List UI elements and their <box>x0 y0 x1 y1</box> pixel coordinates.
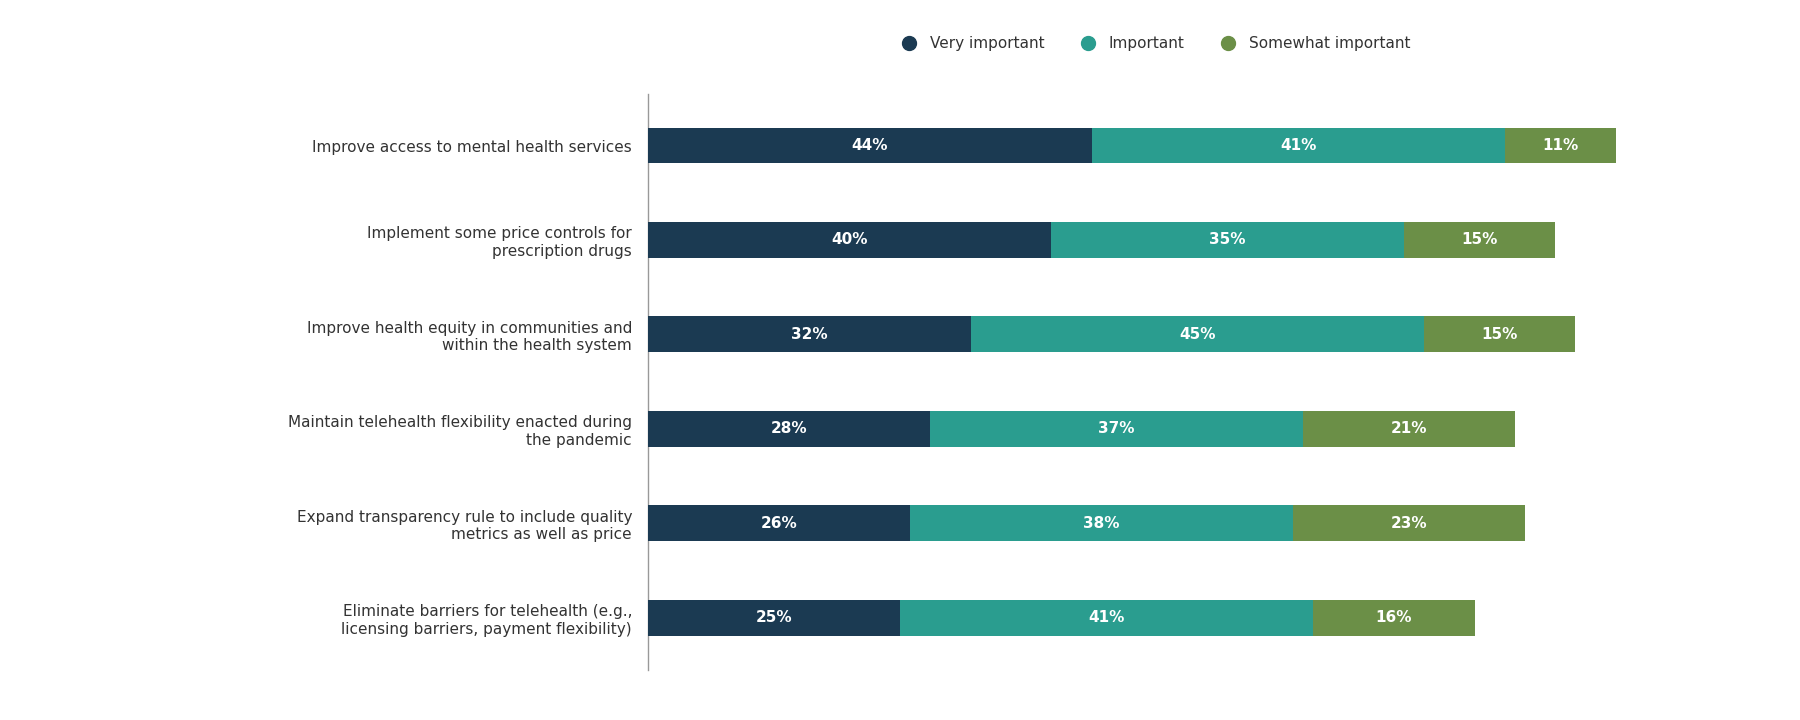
Text: 32%: 32% <box>790 327 828 342</box>
Legend: Very important, Important, Somewhat important: Very important, Important, Somewhat impo… <box>893 37 1411 51</box>
Text: 11%: 11% <box>1543 138 1579 153</box>
Text: 15%: 15% <box>1481 327 1517 342</box>
Text: 41%: 41% <box>1089 610 1125 625</box>
Bar <box>1314 600 1474 636</box>
Bar <box>648 411 931 446</box>
Text: 45%: 45% <box>1179 327 1215 342</box>
Bar <box>911 505 1292 541</box>
Bar <box>648 600 900 636</box>
Bar <box>1404 222 1555 258</box>
Bar <box>1292 505 1525 541</box>
Bar <box>1505 127 1616 163</box>
Bar <box>648 505 911 541</box>
Bar <box>1303 411 1516 446</box>
Bar <box>1091 127 1505 163</box>
Bar <box>648 127 1091 163</box>
Text: 16%: 16% <box>1375 610 1413 625</box>
Text: 44%: 44% <box>851 138 887 153</box>
Text: 41%: 41% <box>1280 138 1316 153</box>
Text: 15%: 15% <box>1462 233 1498 248</box>
Text: 21%: 21% <box>1391 421 1427 436</box>
Text: 40%: 40% <box>832 233 868 248</box>
Bar <box>970 317 1424 352</box>
Text: 25%: 25% <box>756 610 792 625</box>
Text: 26%: 26% <box>761 516 797 531</box>
Text: 23%: 23% <box>1391 516 1427 531</box>
Bar <box>1424 317 1575 352</box>
Bar <box>931 411 1303 446</box>
Text: 35%: 35% <box>1210 233 1246 248</box>
Bar <box>1051 222 1404 258</box>
Bar <box>900 600 1314 636</box>
Text: 28%: 28% <box>770 421 808 436</box>
Text: 38%: 38% <box>1084 516 1120 531</box>
Bar <box>648 222 1051 258</box>
Bar <box>648 317 970 352</box>
Text: 37%: 37% <box>1098 421 1136 436</box>
